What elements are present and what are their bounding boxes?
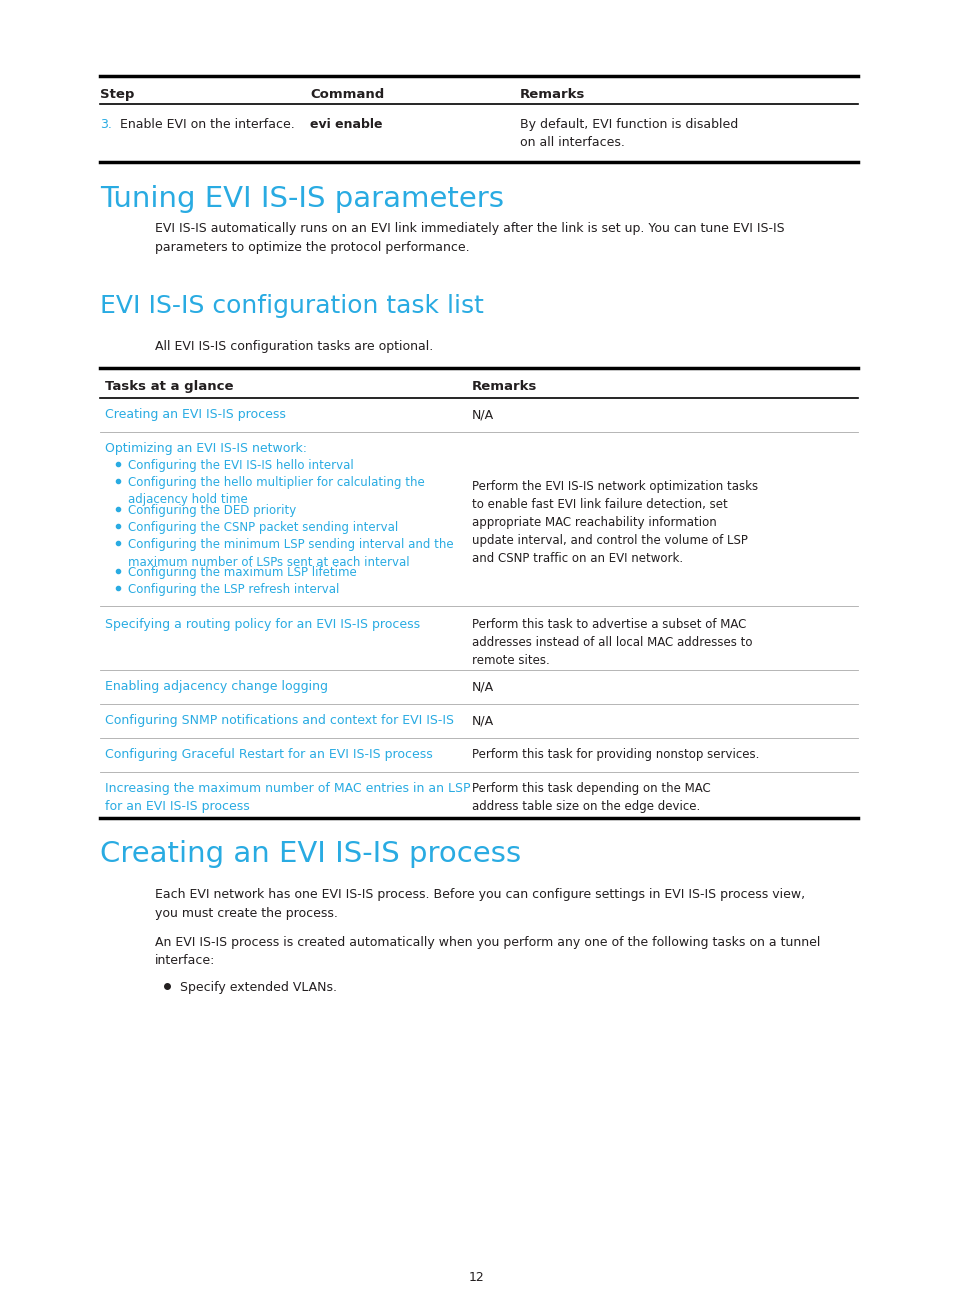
- Text: Configuring the hello multiplier for calculating the
adjacency hold time: Configuring the hello multiplier for cal…: [128, 476, 424, 507]
- Text: Enabling adjacency change logging: Enabling adjacency change logging: [105, 680, 328, 693]
- Text: Perform the EVI IS-IS network optimization tasks
to enable fast EVI link failure: Perform the EVI IS-IS network optimizati…: [472, 480, 758, 565]
- Text: Configuring the DED priority: Configuring the DED priority: [128, 504, 296, 517]
- Text: Each EVI network has one EVI IS-IS process. Before you can configure settings in: Each EVI network has one EVI IS-IS proce…: [154, 888, 804, 919]
- Text: Command: Command: [310, 88, 384, 101]
- Text: 3.: 3.: [100, 118, 112, 131]
- Text: Configuring the maximum LSP lifetime: Configuring the maximum LSP lifetime: [128, 566, 356, 579]
- Text: EVI IS-IS configuration task list: EVI IS-IS configuration task list: [100, 294, 483, 318]
- Text: By default, EVI function is disabled
on all interfaces.: By default, EVI function is disabled on …: [519, 118, 738, 149]
- Text: Remarks: Remarks: [472, 380, 537, 393]
- Text: Specify extended VLANs.: Specify extended VLANs.: [180, 981, 336, 994]
- Text: N/A: N/A: [472, 680, 494, 693]
- Text: Creating an EVI IS-IS process: Creating an EVI IS-IS process: [105, 408, 286, 421]
- Text: Enable EVI on the interface.: Enable EVI on the interface.: [120, 118, 294, 131]
- Text: Perform this task depending on the MAC
address table size on the edge device.: Perform this task depending on the MAC a…: [472, 781, 710, 813]
- Text: Configuring Graceful Restart for an EVI IS-IS process: Configuring Graceful Restart for an EVI …: [105, 748, 433, 761]
- Text: Configuring SNMP notifications and context for EVI IS-IS: Configuring SNMP notifications and conte…: [105, 714, 454, 727]
- Text: Configuring the minimum LSP sending interval and the
maximum number of LSPs sent: Configuring the minimum LSP sending inte…: [128, 538, 453, 569]
- Text: Configuring the CSNP packet sending interval: Configuring the CSNP packet sending inte…: [128, 521, 397, 534]
- Text: EVI IS-IS automatically runs on an EVI link immediately after the link is set up: EVI IS-IS automatically runs on an EVI l…: [154, 222, 783, 254]
- Text: Remarks: Remarks: [519, 88, 585, 101]
- Text: Configuring the LSP refresh interval: Configuring the LSP refresh interval: [128, 583, 339, 596]
- Text: All EVI IS-IS configuration tasks are optional.: All EVI IS-IS configuration tasks are op…: [154, 340, 433, 353]
- Text: Specifying a routing policy for an EVI IS-IS process: Specifying a routing policy for an EVI I…: [105, 618, 419, 631]
- Text: N/A: N/A: [472, 408, 494, 421]
- Text: An EVI IS-IS process is created automatically when you perform any one of the fo: An EVI IS-IS process is created automati…: [154, 936, 820, 968]
- Text: Perform this task for providing nonstop services.: Perform this task for providing nonstop …: [472, 748, 759, 761]
- Text: 12: 12: [469, 1271, 484, 1284]
- Text: Configuring the EVI IS-IS hello interval: Configuring the EVI IS-IS hello interval: [128, 459, 354, 472]
- Text: Tasks at a glance: Tasks at a glance: [105, 380, 233, 393]
- Text: Step: Step: [100, 88, 134, 101]
- Text: Tuning EVI IS-IS parameters: Tuning EVI IS-IS parameters: [100, 185, 503, 213]
- Text: evi enable: evi enable: [310, 118, 382, 131]
- Text: N/A: N/A: [472, 714, 494, 727]
- Text: Optimizing an EVI IS-IS network:: Optimizing an EVI IS-IS network:: [105, 442, 307, 455]
- Text: Perform this task to advertise a subset of MAC
addresses instead of all local MA: Perform this task to advertise a subset …: [472, 618, 752, 667]
- Text: Increasing the maximum number of MAC entries in an LSP
for an EVI IS-IS process: Increasing the maximum number of MAC ent…: [105, 781, 470, 813]
- Text: Creating an EVI IS-IS process: Creating an EVI IS-IS process: [100, 840, 520, 868]
